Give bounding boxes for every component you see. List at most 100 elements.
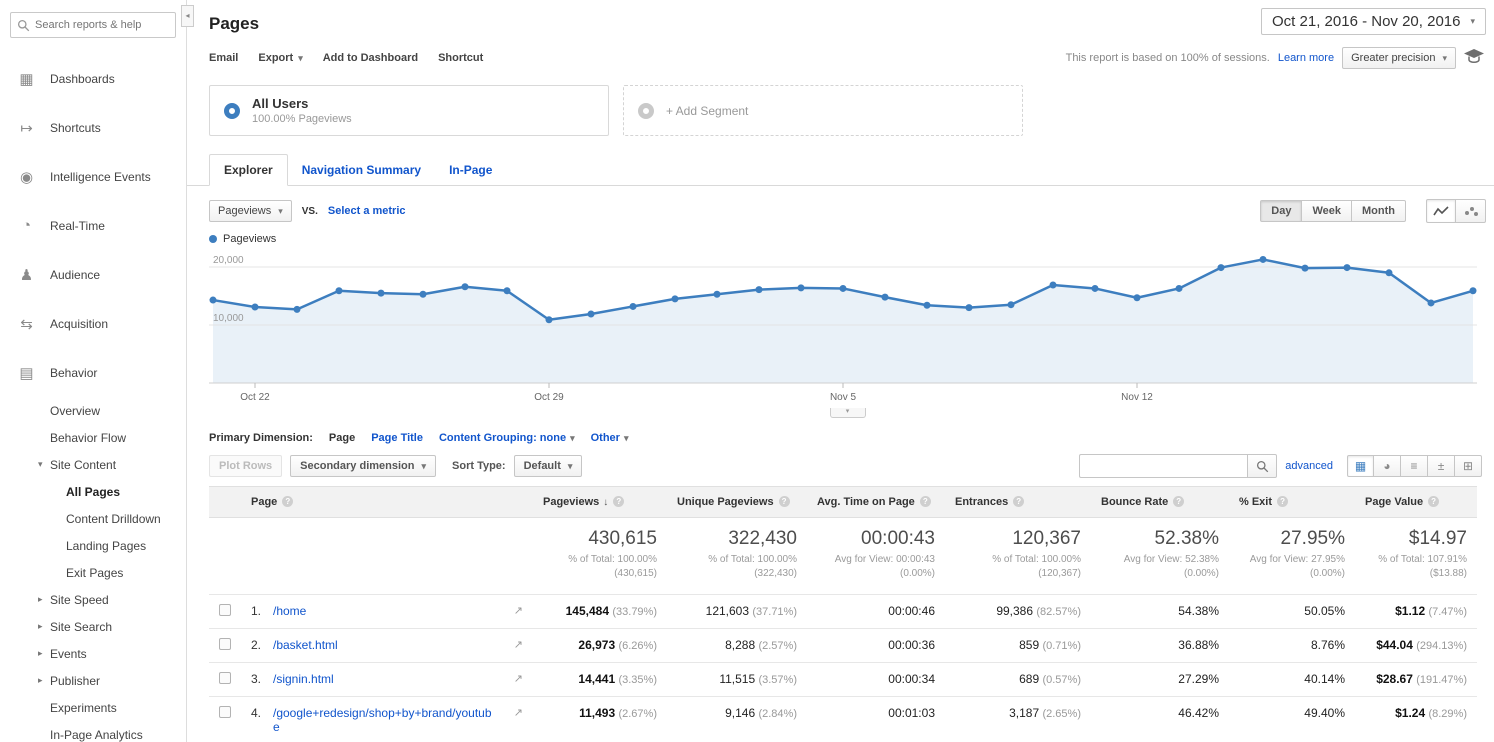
sidebar-item-audience[interactable]: ♟ Audience: [0, 250, 186, 299]
tab-navigation-summary[interactable]: Navigation Summary: [301, 163, 422, 177]
pivot-view-icon[interactable]: ⊞: [1455, 455, 1482, 477]
column-header-exit[interactable]: % Exit?: [1229, 486, 1355, 518]
title-row: Pages Oct 21, 2016 - Nov 20, 2016 ▾: [187, 0, 1494, 35]
advanced-search-link[interactable]: advanced: [1285, 460, 1333, 472]
report-action-bar: Email Export ▾ Add to Dashboard Shortcut …: [187, 35, 1494, 69]
metric-selector[interactable]: Pageviews ▾: [209, 200, 292, 222]
sidebar-item-overview[interactable]: Overview: [0, 397, 186, 424]
sidebar-item-content-drilldown[interactable]: Content Drilldown: [0, 505, 186, 532]
intelligence-events-icon: ◉: [19, 168, 34, 186]
column-header-page-value[interactable]: Page Value?: [1355, 486, 1477, 518]
page-link[interactable]: /signin.html: [273, 672, 334, 686]
line-chart-icon[interactable]: [1426, 199, 1456, 223]
segment-ring-icon: [224, 102, 240, 119]
sidebar-item-acquisition[interactable]: ⇆ Acquisition: [0, 299, 186, 348]
table-search-input[interactable]: [1079, 454, 1248, 478]
learn-more-link[interactable]: Learn more: [1277, 52, 1335, 64]
pageviews-line-chart[interactable]: 10,000 20,000 Oct 22 Oct 29 Nov 5 Nov 12: [209, 255, 1477, 405]
row-checkbox[interactable]: [219, 706, 231, 718]
sidebar-item-intelligence-events[interactable]: ◉ Intelligence Events: [0, 152, 186, 201]
chart-expand-handle[interactable]: ▾: [829, 408, 866, 418]
column-header-unique-pageviews[interactable]: Unique Pageviews?: [667, 486, 807, 518]
bounce-rate-cell: 46.42%: [1091, 696, 1229, 742]
sidebar-item-label: Behavior: [50, 365, 98, 380]
sidebar-item-behavior-flow[interactable]: Behavior Flow: [0, 424, 186, 451]
segment-detail: 100.00% Pageviews: [252, 113, 352, 125]
add-to-dashboard-button[interactable]: Add to Dashboard: [322, 52, 419, 64]
open-page-icon[interactable]: ↗: [513, 605, 523, 617]
percentage-view-icon[interactable]: ◕: [1374, 455, 1401, 477]
column-header-pageviews[interactable]: Pageviews ↓?: [533, 486, 667, 518]
table-row: 4. /google+redesign/shop+by+brand/youtube…: [209, 696, 1477, 742]
column-header-avg-time-on-page[interactable]: Avg. Time on Page?: [807, 486, 945, 518]
day-button[interactable]: Day: [1260, 200, 1303, 222]
segment-all-users[interactable]: All Users 100.00% Pageviews: [209, 85, 609, 136]
sidebar-item-site-speed[interactable]: ▸ Site Speed: [0, 586, 186, 613]
sidebar-item-site-content[interactable]: ▾ Site Content: [0, 451, 186, 478]
open-page-icon[interactable]: ↗: [513, 639, 523, 651]
secondary-dimension-button[interactable]: Secondary dimension ▾: [290, 455, 437, 477]
sidebar-item-behavior[interactable]: ▤ Behavior: [0, 348, 186, 397]
education-icon[interactable]: [1464, 49, 1484, 67]
row-checkbox[interactable]: [219, 604, 231, 616]
sidebar-collapse-button[interactable]: ◂: [181, 5, 194, 27]
sidebar-item-in-page-analytics[interactable]: In-Page Analytics: [0, 721, 186, 742]
sort-desc-icon[interactable]: ↓: [603, 497, 609, 508]
email-button[interactable]: Email: [209, 52, 239, 64]
row-checkbox[interactable]: [219, 672, 231, 684]
open-page-icon[interactable]: ↗: [513, 673, 523, 685]
comparison-view-icon[interactable]: ±: [1428, 455, 1455, 477]
table-row: 1. /home ↗ 145,484 (33.79%) 121,603 (37.71%)…: [209, 594, 1477, 629]
svg-text:20,000: 20,000: [213, 255, 244, 266]
sidebar-item-events[interactable]: ▸ Events: [0, 640, 186, 667]
column-header-entrances[interactable]: Entrances?: [945, 486, 1091, 518]
sidebar-item-exit-pages[interactable]: Exit Pages: [0, 559, 186, 586]
real-time-icon: ◔: [21, 217, 32, 234]
sort-type-button[interactable]: Default ▾: [513, 455, 583, 477]
pageviews-cell: 26,973 (6.26%): [533, 628, 667, 663]
sidebar-search[interactable]: [10, 12, 176, 38]
month-button[interactable]: Month: [1352, 200, 1406, 222]
column-label: Bounce Rate: [1101, 496, 1169, 508]
table-search: [1079, 454, 1278, 478]
sidebar-item-landing-pages[interactable]: Landing Pages: [0, 532, 186, 559]
dimension-page[interactable]: Page: [328, 432, 356, 444]
add-segment-button[interactable]: + Add Segment: [623, 85, 1023, 136]
sidebar-item-all-pages[interactable]: All Pages: [0, 478, 186, 505]
motion-chart-icon[interactable]: [1456, 199, 1486, 223]
column-header-page[interactable]: Page?: [241, 486, 533, 518]
dimension-content-grouping[interactable]: Content Grouping: none ▾: [439, 432, 575, 444]
export-button[interactable]: Export ▾: [258, 52, 302, 64]
sidebar-item-dashboards[interactable]: ▦ Dashboards: [0, 54, 186, 103]
performance-view-icon[interactable]: ≡: [1401, 455, 1428, 477]
row-checkbox[interactable]: [219, 638, 231, 650]
table-view-icon[interactable]: ▦: [1347, 455, 1374, 477]
table-search-button[interactable]: [1247, 454, 1278, 478]
dimension-page-title[interactable]: Page Title: [371, 432, 423, 444]
row-checkbox-cell: [209, 696, 241, 742]
page-link[interactable]: /home: [273, 604, 307, 618]
tab-explorer[interactable]: Explorer: [209, 154, 288, 186]
week-button[interactable]: Week: [1302, 200, 1353, 222]
chevron-right-icon: ▸: [38, 594, 43, 604]
dimension-other[interactable]: Other ▾: [591, 432, 629, 444]
view-toggle-group: ▦ ◕ ≡ ± ⊞: [1347, 455, 1482, 477]
sidebar-item-shortcuts[interactable]: ↦ Shortcuts: [0, 103, 186, 152]
select-metric-link[interactable]: Select a metric: [327, 205, 406, 217]
sidebar-item-experiments[interactable]: Experiments: [0, 694, 186, 721]
sidebar-item-real-time[interactable]: ◔ Real-Time: [0, 201, 186, 250]
page-link[interactable]: /basket.html: [273, 638, 338, 652]
shortcut-button[interactable]: Shortcut: [438, 52, 484, 64]
column-header-bounce-rate[interactable]: Bounce Rate?: [1091, 486, 1229, 518]
open-page-icon[interactable]: ↗: [513, 707, 523, 719]
plot-rows-button[interactable]: Plot Rows: [209, 455, 283, 477]
sidebar-item-site-search[interactable]: ▸ Site Search: [0, 613, 186, 640]
sidebar-item-publisher[interactable]: ▸ Publisher: [0, 667, 186, 694]
precision-selector[interactable]: Greater precision ▾: [1342, 47, 1456, 69]
chevron-down-icon: ▾: [298, 52, 303, 63]
table-toolbar: Plot Rows Secondary dimension ▾ Sort Type…: [187, 450, 1494, 486]
date-range-selector[interactable]: Oct 21, 2016 - Nov 20, 2016 ▾: [1261, 8, 1486, 35]
tab-in-page[interactable]: In-Page: [449, 163, 493, 177]
sidebar-search-input[interactable]: [35, 19, 169, 31]
page-link[interactable]: /google+redesign/shop+by+brand/youtube: [273, 706, 492, 734]
